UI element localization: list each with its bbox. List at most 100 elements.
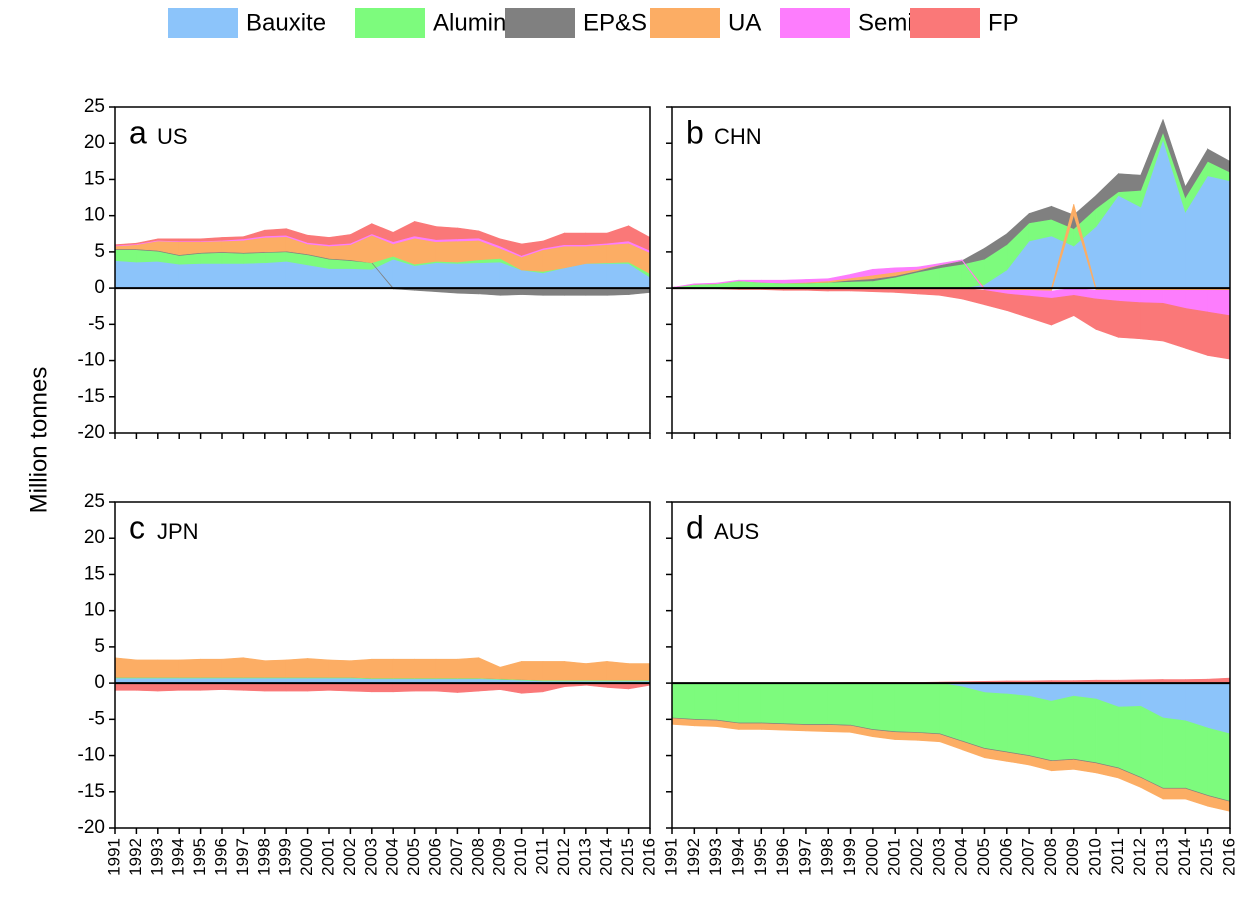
area-segment — [1208, 728, 1230, 801]
area-segment — [761, 724, 783, 731]
x-tick-label: 2012 — [554, 838, 573, 876]
area-segment — [222, 253, 243, 264]
x-tick-label: 2006 — [996, 838, 1015, 876]
area-segment — [415, 263, 436, 288]
area-segment — [784, 279, 806, 283]
x-tick-label: 2000 — [862, 838, 881, 876]
area-segment — [436, 263, 457, 288]
area-segment — [179, 659, 200, 677]
area-segment — [479, 262, 500, 288]
area-segment — [1007, 294, 1029, 318]
area-segment — [457, 240, 478, 262]
y-tick-label: -5 — [88, 708, 105, 729]
area-segment — [629, 664, 650, 681]
area-segment — [372, 684, 393, 692]
x-tick-label: 1994 — [169, 838, 188, 876]
area-segment — [1141, 706, 1163, 788]
area-segment — [607, 661, 628, 680]
y-tick-label: 20 — [84, 132, 105, 153]
area-segment — [1141, 303, 1163, 341]
area-segment — [222, 263, 243, 288]
x-tick-label: 2015 — [1197, 838, 1216, 876]
legend-swatch — [168, 8, 238, 38]
area-segment — [265, 237, 286, 252]
area-segment — [179, 242, 200, 255]
area-segment — [962, 687, 984, 749]
area-segment — [851, 683, 873, 729]
area-segment — [115, 250, 136, 262]
area-segment — [607, 226, 628, 243]
panel-title: US — [157, 124, 188, 149]
area-segment — [1163, 303, 1185, 348]
x-tick-label: 2013 — [575, 838, 594, 876]
x-tick-label: 2009 — [490, 838, 509, 876]
area-segment — [962, 288, 984, 305]
x-tick-label: 2005 — [404, 838, 423, 876]
area-segment — [115, 261, 136, 289]
area-segment — [564, 684, 585, 687]
area-segment — [479, 684, 500, 691]
x-tick-label: 2001 — [318, 838, 337, 876]
area-segment — [522, 288, 543, 295]
area-segment — [1118, 683, 1140, 707]
area-segment — [607, 288, 628, 295]
area-segment — [607, 684, 628, 689]
area-segment — [984, 290, 1006, 310]
x-tick-label: 2015 — [618, 838, 637, 876]
area-segment — [457, 263, 478, 288]
plot-area — [672, 678, 1230, 811]
area-segment — [479, 288, 500, 295]
area-segment — [940, 288, 962, 299]
area-segment — [629, 684, 650, 689]
x-tick-label: 1993 — [706, 838, 725, 876]
area-segment — [1029, 296, 1051, 325]
panel-title: CHN — [714, 124, 762, 149]
y-tick-label: -20 — [78, 817, 105, 838]
area-segment — [1208, 290, 1230, 315]
x-tick-label: 1993 — [147, 838, 166, 876]
area-segment — [784, 683, 806, 724]
x-tick-label: 1997 — [795, 838, 814, 876]
area-segment — [415, 659, 436, 678]
legend-label: Bauxite — [246, 9, 326, 36]
area-segment — [522, 684, 543, 693]
area-segment — [308, 265, 329, 288]
plot-area — [672, 119, 1230, 359]
area-segment — [136, 261, 157, 288]
x-tick-label: 1999 — [840, 838, 859, 876]
area-segment — [1074, 696, 1096, 763]
panel-letter: b — [686, 114, 704, 150]
area-segment — [607, 263, 628, 288]
y-tick-label: -15 — [78, 781, 105, 802]
area-segment — [179, 239, 200, 241]
area-segment — [500, 684, 521, 693]
x-tick-label: 2008 — [468, 838, 487, 876]
area-segment — [761, 280, 783, 283]
legend-label: EP&S — [583, 9, 647, 36]
area-segment — [1118, 706, 1140, 777]
area-segment — [265, 684, 286, 691]
area-segment — [500, 661, 521, 679]
plot-area — [115, 658, 650, 693]
area-segment — [350, 659, 371, 678]
y-tick-label: -10 — [78, 745, 105, 766]
area-segment — [393, 684, 414, 692]
area-segment — [984, 683, 1006, 694]
area-segment — [415, 684, 436, 691]
area-segment — [1208, 176, 1230, 288]
area-segment — [115, 684, 136, 691]
legend-label: FP — [988, 9, 1019, 36]
x-tick-label: 2001 — [885, 838, 904, 876]
panel-letter: a — [129, 114, 147, 150]
plot-area — [115, 221, 650, 295]
area-segment — [1051, 760, 1073, 771]
x-tick-label: 1998 — [818, 838, 837, 876]
area-segment — [457, 684, 478, 693]
area-segment — [1096, 699, 1118, 768]
x-tick-label: 1994 — [728, 838, 747, 876]
area-segment — [543, 661, 564, 680]
x-tick-label: 1991 — [104, 838, 123, 876]
y-tick-label: -5 — [88, 313, 105, 334]
x-tick-label: 2008 — [1041, 838, 1060, 876]
area-segment — [201, 659, 222, 677]
